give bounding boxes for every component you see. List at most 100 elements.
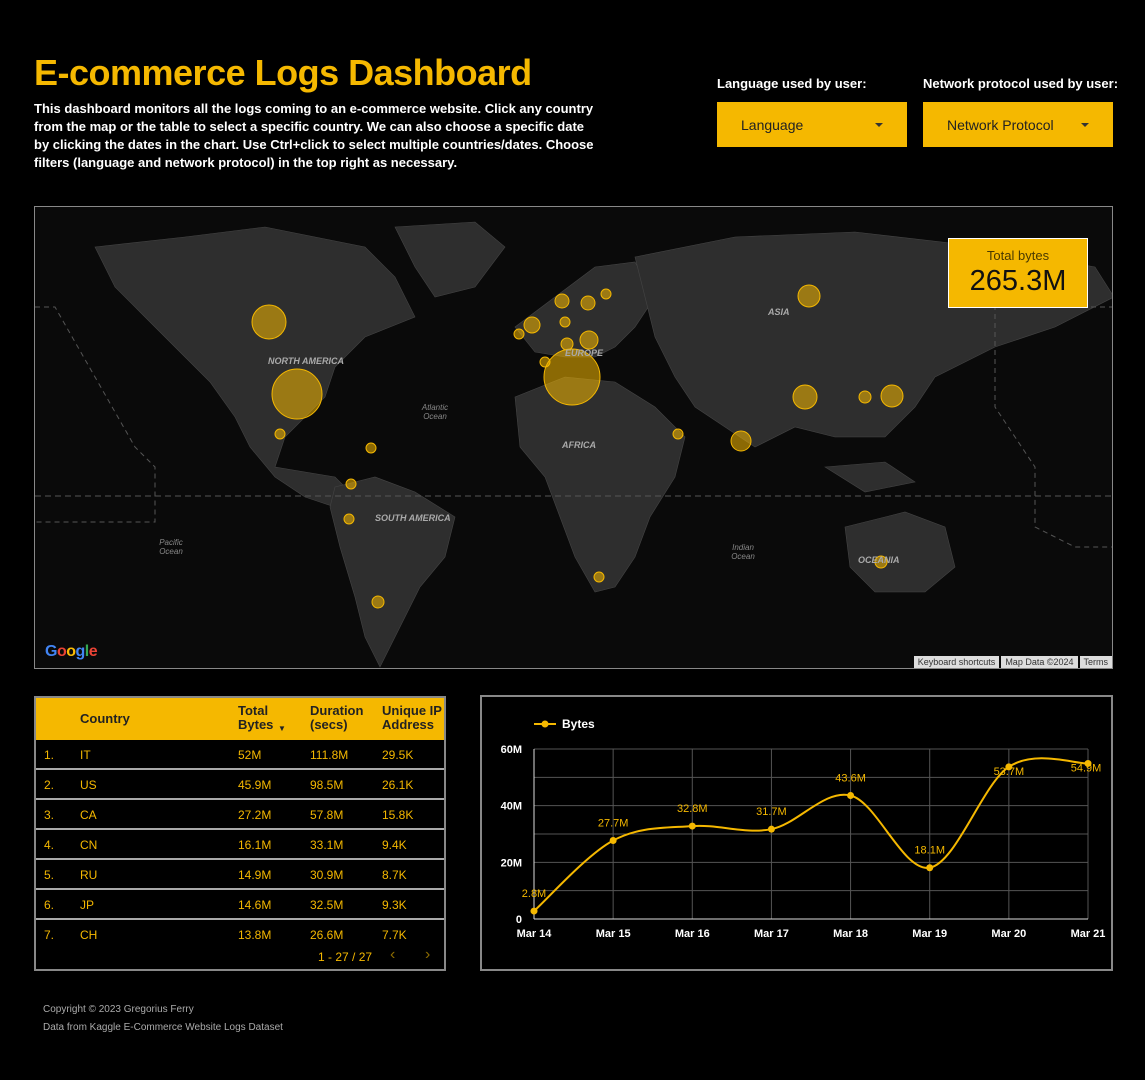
bubble-dk[interactable] (559, 316, 571, 328)
label-atlantic-ocean: Atlantic Ocean (421, 403, 449, 421)
protocol-dropdown[interactable]: Network Protocol (923, 102, 1113, 147)
table-row[interactable]: 1. IT 52M 111.8M 29.5K (36, 740, 444, 770)
data-label: 2.8M (522, 888, 546, 900)
world-map[interactable]: NORTH AMERICA SOUTH AMERICA EUROPE AFRIC… (34, 206, 1113, 669)
bubble-no[interactable] (554, 293, 570, 309)
x-tick-label: Mar 14 (517, 928, 553, 940)
australia-shape (844, 511, 956, 593)
prev-page-icon[interactable]: ‹ (390, 946, 396, 963)
country-table: Country Total Bytes ▼ Duration (secs) Un… (34, 696, 446, 971)
language-dropdown[interactable]: Language (717, 102, 907, 147)
table-row[interactable]: 4. CN 16.1M 33.1M 9.4K (36, 830, 444, 860)
bubble-pe[interactable] (343, 513, 355, 525)
cell-country: CN (80, 838, 98, 852)
series-line-bytes (533, 757, 1089, 912)
table-row[interactable]: 6. JP 14.6M 32.5M 9.3K (36, 890, 444, 920)
cell-index: 1. (44, 748, 55, 762)
label-indian-ocean: Indian Ocean (731, 543, 755, 561)
header-country[interactable]: Country (80, 711, 130, 726)
bubble-ru[interactable] (797, 284, 821, 308)
next-page-icon[interactable]: › (425, 946, 431, 963)
bubble-us[interactable] (271, 368, 323, 420)
dateline-right (994, 306, 1112, 548)
x-tick-label: Mar 18 (833, 928, 868, 940)
bubble-mx[interactable] (274, 428, 286, 440)
bubble-ie[interactable] (513, 328, 525, 340)
cell-bytes: 27.2M (238, 808, 272, 822)
chart-canvas[interactable]: Bytes 0 20M 40M 60M Mar 14 Mar 15 Mar 16 Mar 17 M… (482, 697, 1111, 969)
keyboard-shortcuts-link[interactable]: Keyboard shortcuts (913, 656, 1000, 668)
x-tick-label: Mar 20 (991, 928, 1026, 940)
cell-country: CH (80, 928, 98, 942)
total-bytes-label: Total bytes (986, 248, 1050, 263)
header-duration[interactable]: Duration (secs) (310, 703, 364, 732)
dateline-left (35, 306, 156, 523)
data-label: 32.8M (677, 803, 708, 815)
table-row[interactable]: 5. RU 14.9M 30.9M 8.7K (36, 860, 444, 890)
bubble-de[interactable] (560, 337, 574, 351)
bubble-gb[interactable] (523, 316, 541, 334)
data-point[interactable] (530, 907, 538, 915)
bubble-pl[interactable] (579, 330, 599, 350)
table-row[interactable]: 7. CH 13.8M 26.6M 7.7K (36, 920, 444, 950)
x-tick-label: Mar 19 (912, 928, 947, 940)
cell-ip: 29.5K (382, 748, 414, 762)
table-row[interactable]: 3. CA 27.2M 57.8M 15.8K (36, 800, 444, 830)
label-north-america: NORTH AMERICA (268, 356, 344, 366)
terms-link[interactable]: Terms (1079, 656, 1112, 668)
north-america-shape (94, 226, 416, 508)
bubble-se[interactable] (580, 295, 596, 311)
map-attribution: Keyboard shortcuts Map Data ©2024 Terms (913, 656, 1112, 668)
cell-ip: 15.8K (382, 808, 414, 822)
bubble-jp[interactable] (880, 384, 904, 408)
data-label: 27.7M (598, 818, 629, 830)
copyright-text: Copyright © 2023 Gregorius Ferry (43, 1004, 194, 1015)
cell-ip: 8.7K (382, 868, 407, 882)
bubble-ar[interactable] (371, 595, 385, 609)
bubble-co[interactable] (345, 478, 357, 490)
header-total-bytes[interactable]: Total Bytes ▼ (238, 704, 286, 734)
data-label: 18.1M (914, 845, 945, 857)
bubble-it[interactable] (543, 348, 601, 406)
cell-bytes: 52M (238, 748, 262, 762)
label-europe: EUROPE (565, 348, 604, 358)
data-point[interactable] (609, 837, 617, 845)
bubble-cu[interactable] (365, 442, 377, 454)
cell-bytes: 16.1M (238, 838, 272, 852)
cell-bytes: 13.8M (238, 928, 272, 942)
bubble-fi[interactable] (600, 288, 612, 300)
bubble-au[interactable] (874, 555, 888, 569)
data-point[interactable] (767, 825, 775, 833)
data-label: 43.6M (835, 772, 866, 784)
data-point[interactable] (1005, 763, 1013, 771)
bubble-ae[interactable] (672, 428, 684, 440)
cell-index: 5. (44, 868, 55, 882)
cell-index: 6. (44, 898, 55, 912)
label-south-america: SOUTH AMERICA (375, 513, 451, 523)
bubble-in[interactable] (730, 430, 752, 452)
cell-duration: 30.9M (310, 868, 344, 882)
data-point[interactable] (926, 864, 934, 872)
cell-duration: 98.5M (310, 778, 344, 792)
bubble-ca[interactable] (251, 304, 287, 340)
cell-bytes: 14.6M (238, 898, 272, 912)
page-description: This dashboard monitors all the logs com… (34, 101, 594, 170)
cell-duration: 111.8M (310, 748, 349, 762)
cell-ip: 9.4K (382, 838, 407, 852)
protocol-dropdown-value: Network Protocol (947, 116, 1054, 133)
header-unique-ip[interactable]: Unique IP Address (382, 703, 442, 732)
cell-country: US (80, 778, 97, 792)
cell-duration: 57.8M (310, 808, 344, 822)
bytes-line-chart[interactable]: Bytes 0 20M 40M 60M Mar 14 Mar 15 Mar 16 Mar 17 M… (480, 695, 1113, 971)
bubble-fr[interactable] (539, 356, 551, 368)
label-africa: AFRICA (562, 440, 596, 450)
table-row[interactable]: 2. US 45.9M 98.5M 26.1K (36, 770, 444, 800)
south-america-shape (329, 476, 456, 668)
data-point[interactable] (688, 822, 696, 830)
bubble-cn[interactable] (792, 384, 818, 410)
data-point[interactable] (1084, 759, 1092, 767)
bubble-za[interactable] (593, 571, 605, 583)
bubble-kr[interactable] (858, 390, 872, 404)
data-point[interactable] (847, 791, 855, 799)
table-body: 1. IT 52M 111.8M 29.5K 2. US 45.9M 98.5M 26.1K 3. C… (36, 740, 444, 950)
